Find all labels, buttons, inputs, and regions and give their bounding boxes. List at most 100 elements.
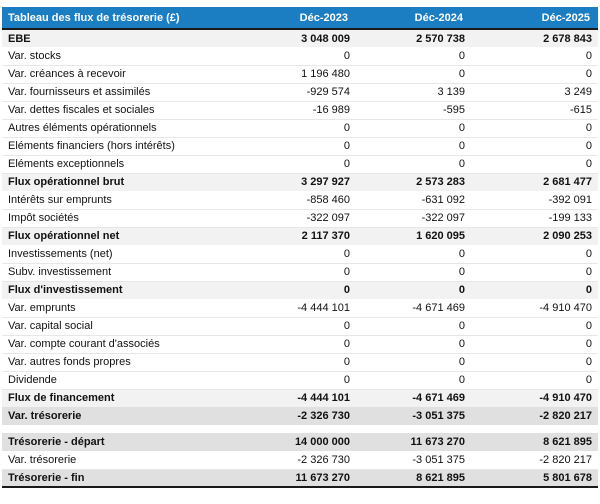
table-row: Investissements (net) 0 0 0	[2, 245, 598, 263]
cell-value: 0	[343, 247, 350, 260]
table-row: Var. trésorerie -2 326 730 -3 051 375 -2 82…	[2, 407, 598, 425]
table-row: Var. trésorerie -2 326 730 -3 051 375 -2 82…	[2, 451, 598, 469]
cash-flow-table-container: Tableau des flux de trésorerie (£) Déc-2…	[2, 7, 598, 488]
cell-value: 0	[343, 320, 350, 332]
row-label: Var. capital social	[8, 320, 93, 332]
cell-value: 0	[343, 122, 350, 134]
cell-value: -4 910 470	[539, 301, 592, 314]
cell-value: 0	[458, 49, 465, 62]
cell-value: 0	[585, 356, 592, 368]
cell-value: 0	[343, 356, 350, 368]
table-row: Flux opérationnel brut 3 297 927 2 573 283…	[2, 173, 598, 191]
cell-value: 8 621 895	[416, 471, 465, 484]
spacer-cell	[2, 425, 598, 433]
cell-value: -2 820 217	[539, 410, 592, 422]
cell-value: 0	[343, 374, 350, 386]
cell-value: 2 090 253	[543, 230, 592, 243]
cell-value: 0	[585, 247, 592, 260]
cell-value: 11 673 270	[295, 471, 350, 484]
cell-value: 0	[343, 49, 350, 62]
row-label: Var. fournisseurs et assimilés	[8, 86, 151, 98]
cell-value: 0	[458, 68, 465, 80]
cell-value: 0	[458, 338, 465, 350]
cell-value: 2 117 370	[301, 230, 350, 243]
cell-value: 0	[585, 284, 592, 297]
cell-value: 14 000 000	[294, 436, 350, 448]
table-row: Var. compte courant d'associés 0 0 0	[2, 335, 598, 353]
cell-value: 0	[585, 140, 592, 152]
row-label: Subv. investissement	[8, 266, 112, 278]
table-row: Trésorerie - départ 14 000 000 11 673 270 8…	[2, 433, 598, 451]
cell-value: 0	[458, 140, 465, 152]
cell-value: -929 574	[306, 86, 350, 98]
cell-value: 0	[343, 140, 350, 152]
row-label: Var. dettes fiscales et sociales	[8, 104, 155, 116]
row-label: Dividende	[8, 374, 57, 386]
row-label: Var. stocks	[8, 49, 61, 62]
table-row: Var. emprunts -4 444 101 -4 671 469 -4 910 …	[2, 299, 598, 317]
cell-value: 0	[458, 158, 465, 170]
cell-value: 0	[458, 122, 465, 134]
row-label: Trésorerie - départ	[8, 436, 105, 448]
table-row: EBE 3 048 009 2 570 738 2 678 843	[2, 29, 598, 47]
cell-value: 0	[343, 266, 350, 278]
cell-value: -4 444 101	[297, 301, 350, 314]
cell-value: -2 326 730	[297, 453, 350, 466]
cell-value: -4 671 469	[412, 392, 465, 405]
cash-flow-table: Tableau des flux de trésorerie (£) Déc-2…	[2, 7, 598, 488]
cell-value: 0	[585, 338, 592, 350]
cell-value: -3 051 375	[412, 453, 465, 466]
row-label: Eléments exceptionnels	[8, 158, 125, 170]
row-label: Var. créances à recevoir	[8, 68, 126, 80]
table-row: Var. fournisseurs et assimilés -929 574 3 …	[2, 83, 598, 101]
cell-value: 2 570 738	[416, 32, 465, 45]
table-row: Subv. investissement 0 0 0	[2, 263, 598, 281]
table-row: Dividende 0 0 0	[2, 371, 598, 389]
row-label: Var. trésorerie	[8, 410, 82, 422]
row-label: Autres éléments opérationnels	[8, 122, 157, 134]
cell-value: 0	[585, 68, 592, 80]
cell-value: 0	[585, 266, 592, 278]
row-label: Flux d'investissement	[8, 284, 123, 297]
cell-value: 0	[458, 247, 465, 260]
column-header-dec-2024: Déc-2024	[356, 7, 471, 29]
cell-value: -4 910 470	[539, 392, 592, 405]
row-label: Var. trésorerie	[8, 453, 77, 466]
cell-value: 0	[458, 356, 465, 368]
cell-value: -595	[442, 104, 465, 116]
table-row: Autres éléments opérationnels 0 0 0	[2, 119, 598, 137]
cell-value: 2 573 283	[416, 176, 465, 189]
cell-value: -4 444 101	[297, 392, 350, 405]
cell-value: 0	[585, 158, 592, 170]
row-label: Investissements (net)	[8, 247, 113, 260]
cell-value: 1 196 480	[301, 68, 350, 80]
table-row: Var. stocks 0 0 0	[2, 47, 598, 65]
row-label: Flux opérationnel brut	[8, 176, 125, 189]
row-label: Var. emprunts	[8, 301, 76, 314]
table-row: Eléments exceptionnels 0 0 0	[2, 155, 598, 173]
cell-value: 2 681 477	[543, 176, 592, 189]
table-row: Eléments financiers (hors intérêts) 0 0 0	[2, 137, 598, 155]
row-label: Flux de financement	[8, 392, 115, 405]
cell-value: -2 326 730	[297, 410, 350, 422]
spacer-row	[2, 425, 598, 433]
cell-value: 3 297 927	[301, 176, 350, 189]
cell-value: -2 820 217	[539, 453, 592, 466]
cell-value: -858 460	[306, 193, 350, 206]
cell-value: 3 249	[564, 86, 592, 98]
cell-value: -631 092	[421, 193, 465, 206]
cell-value: -322 097	[421, 212, 465, 224]
row-label: Intérêts sur emprunts	[8, 193, 112, 206]
table-row: Flux d'investissement 0 0 0	[2, 281, 598, 299]
table-row: Flux opérationnel net 2 117 370 1 620 095 2…	[2, 227, 598, 245]
row-label: Eléments financiers (hors intérêts)	[8, 140, 175, 152]
cell-value: 5 801 678	[543, 471, 592, 484]
table-header-row: Tableau des flux de trésorerie (£) Déc-2…	[2, 7, 598, 29]
table-row: Intérêts sur emprunts -858 460 -631 092 -39…	[2, 191, 598, 209]
column-header-dec-2025: Déc-2025	[471, 7, 598, 29]
row-label: Impôt sociétés	[8, 212, 79, 224]
table-row: Var. autres fonds propres 0 0 0	[2, 353, 598, 371]
table-row: Var. dettes fiscales et sociales -16 989 -…	[2, 101, 598, 119]
cell-value: 3 139	[437, 86, 465, 98]
table-body: EBE 3 048 009 2 570 738 2 678 843 Var. stock…	[2, 29, 598, 487]
